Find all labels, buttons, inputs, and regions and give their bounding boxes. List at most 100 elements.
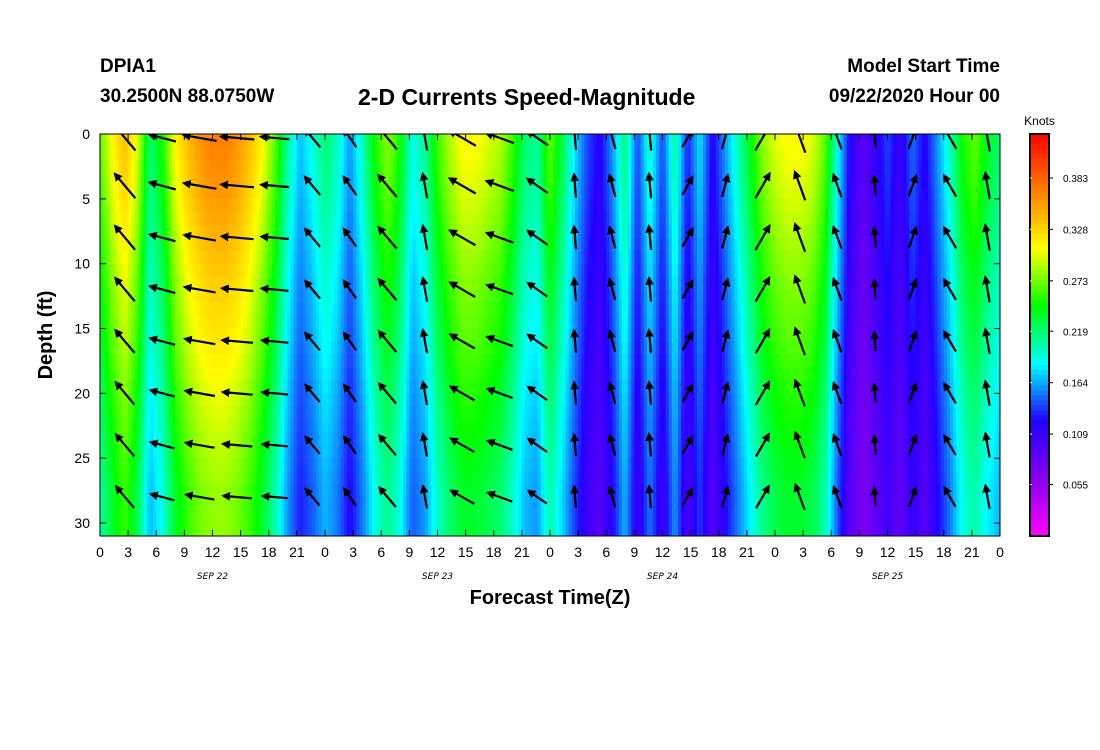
heatmap-cell [171,237,176,252]
heatmap-cell [146,354,151,369]
heatmap-cell [468,380,473,394]
heatmap-cell [315,172,320,187]
heatmap-cell [290,224,295,239]
heatmap-cell [403,250,407,265]
heatmap-cell [468,510,473,524]
heatmap-cell [246,458,251,472]
heatmap-cell [153,341,157,356]
heatmap-cell [243,302,248,317]
heatmap-cell [446,406,451,420]
heatmap-cell [462,237,467,252]
heatmap-cell [496,497,501,511]
heatmap-cell [100,497,104,511]
heatmap-cell [278,341,282,356]
heatmap-cell [331,380,335,394]
heatmap-cell [390,211,395,226]
heatmap-cell [581,224,585,239]
heatmap-cell [250,185,254,200]
heatmap-cell [256,172,260,187]
heatmap-cell [578,211,582,226]
heatmap-cell [412,380,417,394]
heatmap-cell [396,393,401,407]
heatmap-cell [396,302,401,317]
heatmap-cell [293,224,298,239]
heatmap-cell [421,302,426,317]
heatmap-cell [509,289,514,304]
heatmap-cell [156,497,160,511]
heatmap-cell [471,380,476,394]
heatmap-cell [518,224,523,239]
heatmap-cell [590,146,595,161]
heatmap-cell [481,159,485,174]
heatmap-cell [265,185,270,200]
heatmap-cell [396,250,401,265]
heatmap-cell [200,419,204,433]
heatmap-cell [321,172,326,187]
heatmap-cell [528,185,532,200]
heatmap-cell [281,445,285,459]
heatmap-cell [140,185,145,200]
heatmap-cell [450,471,454,485]
heatmap-cell [187,419,192,433]
heatmap-cell [496,393,501,407]
heatmap-cell [378,289,382,304]
heatmap-cell [512,159,517,174]
heatmap-cell [134,224,139,239]
heatmap-cell [287,328,292,343]
heatmap-cell [481,185,485,200]
heatmap-cell [121,328,126,343]
heatmap-cell [371,224,376,239]
heatmap-cell [381,471,385,485]
heatmap-cell [346,523,351,536]
heatmap-cell [400,328,404,343]
heatmap-cell [234,484,239,498]
heatmap-cell [187,406,192,420]
heatmap-cell [240,341,245,356]
heatmap-cell [125,445,129,459]
heatmap-cell [168,510,173,524]
heatmap-cell [325,159,329,174]
heatmap-cell [459,211,464,226]
heatmap-cell [428,497,432,511]
heatmap-cell [353,471,357,485]
heatmap-cell [250,445,254,459]
heatmap-cell [250,263,254,278]
heatmap-cell [559,523,564,536]
heatmap-cell [446,510,451,524]
heatmap-cell [396,523,401,536]
heatmap-cell [131,134,135,148]
heatmap-cell [440,393,445,407]
heatmap-cell [281,289,285,304]
heatmap-cell [496,328,501,343]
heatmap-cell [443,523,448,536]
heatmap-cell [381,146,385,161]
heatmap-cell [346,250,351,265]
heatmap-cell [115,445,120,459]
heatmap-cell [168,393,173,407]
heatmap-cell [259,432,264,446]
heatmap-cell [346,237,351,252]
heatmap-cell [293,445,298,459]
heatmap-cell [312,224,317,239]
heatmap-cell [575,237,579,252]
heatmap-cell [571,263,576,278]
heatmap-cell [390,458,395,472]
heatmap-cell [296,250,301,265]
heatmap-cell [484,302,489,317]
heatmap-cell [137,198,142,213]
heatmap-cell [400,354,404,369]
heatmap-cell [365,406,370,420]
heatmap-cell [200,211,204,226]
heatmap-cell [290,458,295,472]
heatmap-cell [243,393,248,407]
heatmap-cell [250,237,254,252]
heatmap-cell [465,432,470,446]
heatmap-cell [403,510,407,524]
heatmap-cell [575,471,579,485]
heatmap-cell [443,198,448,213]
heatmap-cell [481,237,485,252]
heatmap-cell [396,380,401,394]
heatmap-cell [375,134,379,148]
heatmap-cell [303,523,307,536]
heatmap-cell [431,263,435,278]
